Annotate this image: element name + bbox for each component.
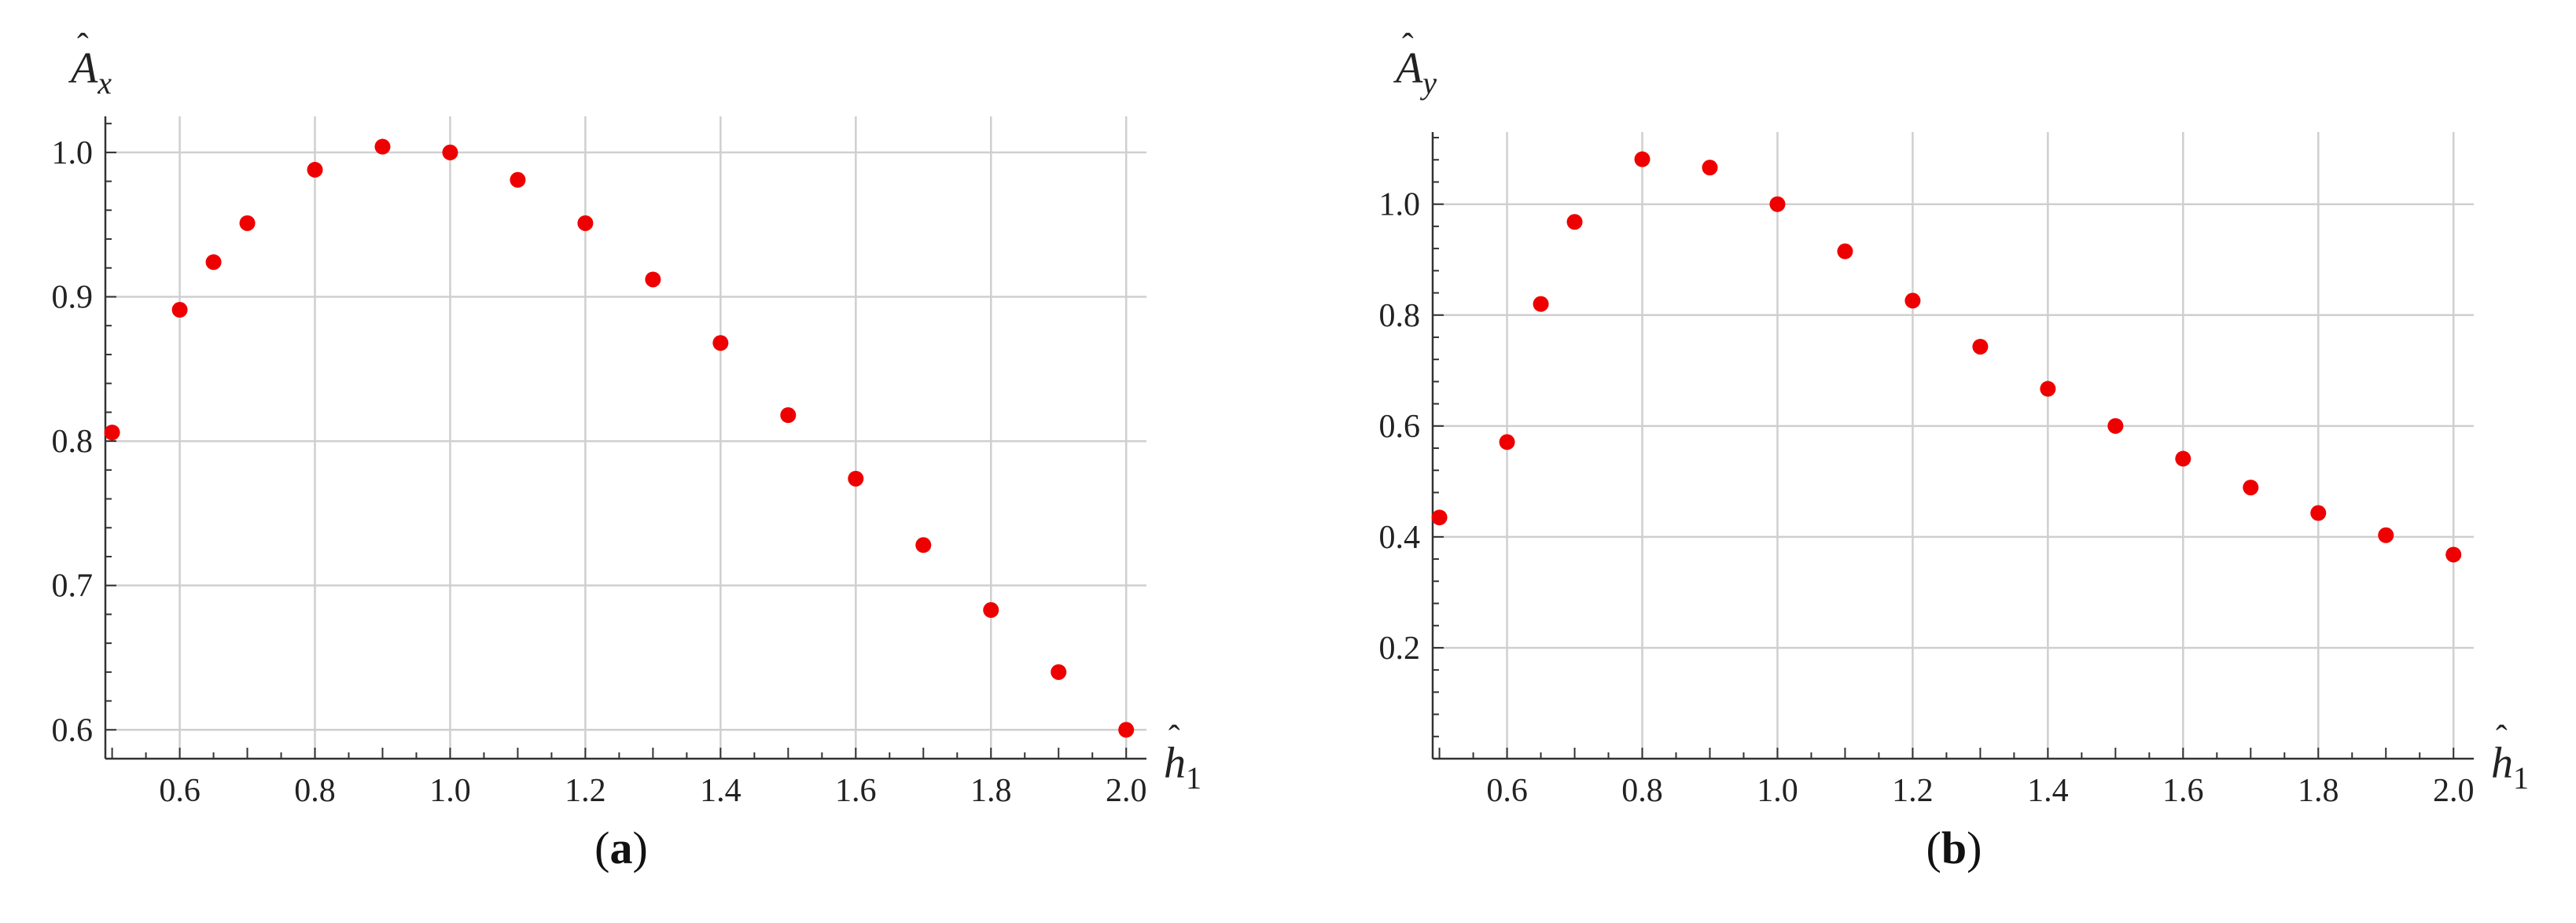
data-point	[307, 161, 323, 178]
panel-a-caption: (a)	[594, 822, 648, 873]
y-tick-label: 1.0	[52, 135, 94, 171]
data-point	[2040, 381, 2056, 397]
data-point	[2175, 450, 2191, 467]
x-tick-label: 0.8	[1621, 773, 1663, 809]
data-point	[2107, 417, 2124, 434]
x-tick-label: 0.6	[159, 773, 201, 809]
data-point	[104, 425, 120, 441]
y-axis-label: Ax	[68, 44, 112, 101]
data-point	[1769, 196, 1786, 212]
data-point	[1972, 338, 1989, 355]
x-tick-label: 1.8	[970, 773, 1012, 809]
y-tick-label: 0.6	[1379, 409, 1421, 445]
data-point	[510, 171, 526, 188]
data-point	[171, 302, 188, 318]
x-tick-label: 0.6	[1486, 773, 1528, 809]
panel-b-caption: (b)	[1926, 822, 1982, 873]
x-axis-label: h1	[2491, 739, 2529, 796]
data-point	[1051, 664, 1067, 680]
y-axis-label: Ay	[1393, 44, 1437, 101]
data-point	[1118, 722, 1135, 738]
x-tick-label: 1.2	[1892, 773, 1934, 809]
data-point	[374, 138, 391, 155]
data-point	[2310, 505, 2327, 521]
x-axis-label-hat: ˆ	[1168, 719, 1180, 757]
data-point	[442, 144, 458, 160]
data-point	[239, 215, 256, 231]
x-tick-label: 1.2	[565, 773, 606, 809]
data-point	[1837, 243, 1853, 259]
y-tick-label: 0.6	[52, 712, 94, 748]
data-point	[2243, 480, 2259, 496]
y-tick-label: 0.2	[1379, 631, 1421, 667]
data-point	[1566, 214, 1583, 230]
y-tick-label: 0.8	[1379, 298, 1421, 334]
data-point	[2445, 546, 2462, 563]
data-point	[1431, 509, 1448, 526]
data-point	[983, 601, 999, 618]
data-point	[1533, 296, 1549, 312]
data-point	[712, 335, 729, 351]
x-tick-label: 1.4	[2027, 773, 2069, 809]
data-point	[848, 470, 864, 487]
y-tick-label: 1.0	[1379, 187, 1421, 223]
x-tick-label: 1.4	[700, 773, 742, 809]
x-tick-label: 0.8	[294, 773, 336, 809]
x-tick-label: 1.6	[2162, 773, 2204, 809]
data-point	[915, 537, 932, 553]
data-point	[1904, 292, 1921, 309]
data-point	[1499, 434, 1515, 450]
data-point	[577, 215, 594, 231]
x-tick-label: 2.0	[1106, 773, 1147, 809]
x-tick-label: 1.8	[2298, 773, 2339, 809]
x-tick-label: 1.0	[1757, 773, 1798, 809]
data-point	[1702, 160, 1718, 176]
data-point	[2378, 527, 2394, 543]
data-point	[1634, 151, 1650, 167]
x-axis-label-hat: ˆ	[2496, 719, 2508, 757]
x-tick-label: 2.0	[2433, 773, 2475, 809]
panel-a-chart: 0.6 0.8 1.0 1.2 1.4 1.6 1.8 2.0 0.6 0.7 0.8 0.9 1.0 A…	[52, 27, 1202, 809]
x-tick-label: 1.0	[429, 773, 471, 809]
y-tick-label: 0.7	[52, 568, 94, 605]
y-tick-label: 0.9	[52, 279, 94, 315]
data-point	[205, 254, 222, 270]
x-tick-label: 1.6	[835, 773, 877, 809]
y-axis-label-hat: ˆ	[1402, 27, 1414, 65]
x-axis-label: h1	[1164, 739, 1202, 796]
y-tick-label: 0.8	[52, 424, 94, 460]
data-point	[645, 271, 661, 288]
y-tick-label: 0.4	[1379, 520, 1421, 556]
y-axis-label-hat: ˆ	[77, 27, 89, 65]
panel-b-chart: 0.6 0.8 1.0 1.2 1.4 1.6 1.8 2.0 0.2 0.4 0.6 0.8 1.0 A…	[1379, 27, 2530, 809]
data-point	[780, 407, 797, 424]
